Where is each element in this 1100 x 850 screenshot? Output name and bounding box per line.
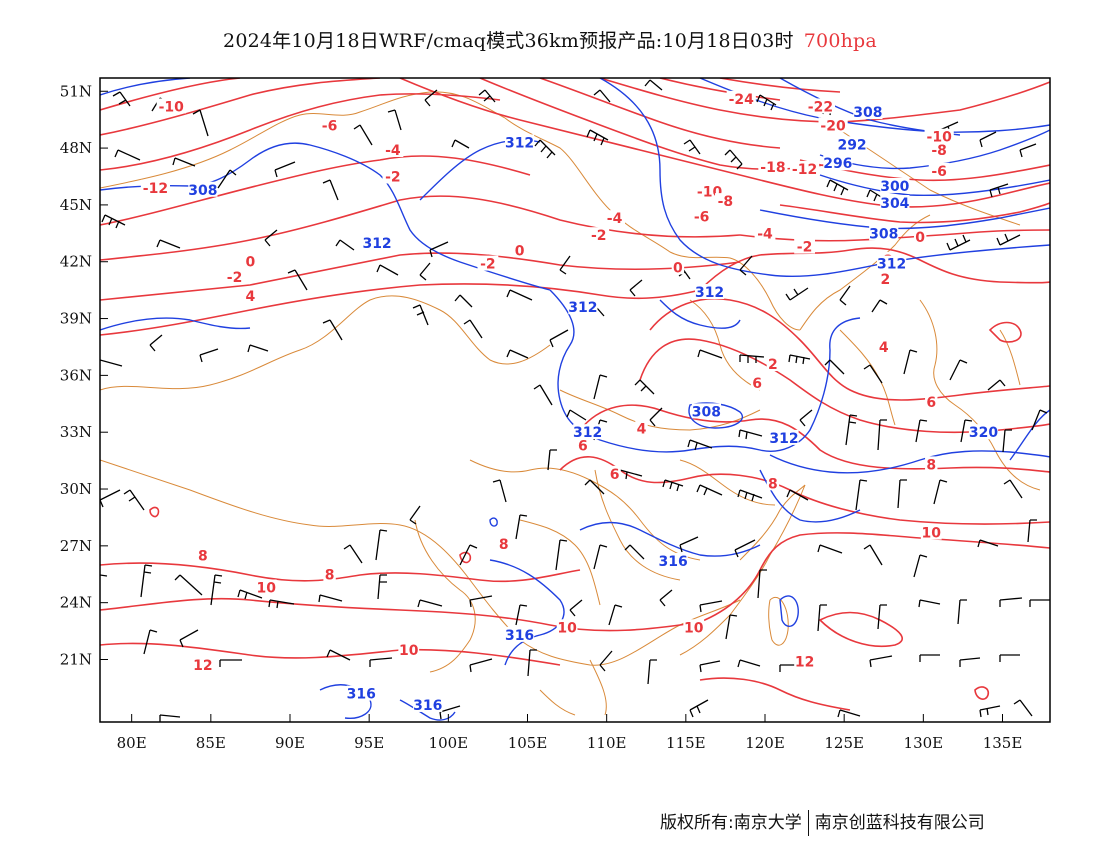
lon-tick-label: 130E (904, 734, 944, 752)
isotherm-label: -10 (159, 99, 185, 115)
lon-tick-label: 120E (745, 734, 785, 752)
lat-tick-label: 30N (60, 480, 92, 498)
height-contour-label: 300 (880, 179, 909, 195)
isotherm-label: -12 (792, 162, 817, 178)
isotherm-label: 2 (880, 272, 890, 288)
isotherm-label: -4 (757, 226, 773, 242)
lat-tick-label: 33N (60, 423, 92, 441)
isotherm-label: -6 (694, 209, 710, 225)
isotherm-label: -22 (808, 99, 833, 115)
lon-tick-label: 85E (196, 734, 226, 752)
height-contour-label: 292 (837, 137, 866, 153)
isotherm-label: -4 (385, 143, 401, 159)
map-plot-area: -10-6-4-2-120-24-20-2-4-24-22-20-10-8-6-… (96, 78, 1050, 722)
isotherm-label: 10 (399, 643, 419, 659)
height-contour-label: 312 (877, 257, 906, 273)
isotherm-label: -2 (385, 169, 401, 185)
isotherm-label: 10 (922, 526, 942, 542)
isotherm-label: -8 (931, 143, 947, 159)
copyright-owner: 版权所有:南京大学 (660, 813, 802, 833)
isotherm-label: -20 (820, 118, 846, 134)
copyright-footer: 版权所有:南京大学南京创蓝科技有限公司 (660, 808, 985, 836)
height-contour-label: 312 (769, 431, 798, 447)
isotherm-label: 10 (684, 620, 704, 636)
height-contour-label: 316 (505, 628, 534, 644)
isotherm-label: -12 (143, 181, 168, 197)
height-contour-label: 308 (853, 105, 882, 121)
copyright-company: 南京创蓝科技有限公司 (815, 813, 985, 833)
lon-tick-label: 125E (824, 734, 864, 752)
isotherm-label: -6 (322, 118, 338, 134)
height-contour-label: 312 (568, 300, 597, 316)
footer-divider (808, 810, 809, 836)
lon-tick-label: 95E (354, 734, 384, 752)
isotherm-label: 8 (325, 567, 335, 583)
lat-tick-label: 48N (60, 139, 92, 157)
height-contour-label: 308 (692, 404, 721, 420)
height-contour-label: 312 (695, 285, 724, 301)
lat-tick-label: 42N (60, 253, 92, 271)
lat-tick-label: 27N (60, 537, 92, 555)
height-contour-label: 304 (880, 196, 909, 212)
isotherm-label: 0 (515, 243, 525, 259)
isotherm-label: -8 (718, 194, 734, 210)
isotherm-label: -24 (729, 92, 755, 108)
lat-tick-label: 21N (60, 650, 92, 668)
height-contour-label: 320 (969, 425, 998, 441)
lon-tick-label: 90E (275, 734, 305, 752)
isotherm-label: 4 (637, 421, 647, 437)
isotherm-label: -4 (607, 211, 623, 227)
height-contour-label: 312 (505, 135, 534, 151)
isotherm-label: 8 (198, 548, 208, 564)
isotherm-label: 4 (246, 289, 256, 305)
height-contour-label: 296 (823, 156, 852, 172)
isotherm-label: -2 (591, 228, 607, 244)
isotherm-label: 10 (557, 620, 577, 636)
isotherm-label: 8 (768, 476, 778, 492)
isotherm-label: 8 (499, 537, 509, 553)
isotherm-label: -18 (760, 160, 785, 176)
isotherm-label: 4 (879, 340, 889, 356)
height-contour-label: 316 (413, 698, 442, 714)
isotherm-label: 10 (257, 581, 277, 597)
lon-tick-label: 80E (117, 734, 147, 752)
isotherm-label: 0 (673, 260, 683, 276)
lon-tick-label: 110E (587, 734, 627, 752)
height-contour-label: 308 (869, 226, 898, 242)
lon-tick-label: 135E (983, 734, 1023, 752)
isotherm-label: 6 (610, 467, 620, 483)
lat-tick-label: 36N (60, 366, 92, 384)
height-contour-label: 316 (347, 687, 376, 703)
isotherm-label: 12 (193, 658, 212, 674)
height-contour-label: 312 (573, 425, 602, 441)
lat-tick-label: 51N (60, 82, 92, 100)
isotherm-label: -6 (931, 164, 947, 180)
lat-tick-label: 45N (60, 196, 92, 214)
height-contour-label: 316 (659, 554, 688, 570)
lon-tick-label: 105E (508, 734, 548, 752)
isotherm-label: -2 (480, 257, 496, 273)
isotherm-label: 6 (926, 395, 936, 411)
height-contour-label: 312 (362, 236, 391, 252)
isotherm-label: -2 (797, 240, 813, 256)
isotherm-label: 8 (926, 457, 936, 473)
lat-tick-label: 24N (60, 594, 92, 612)
lon-tick-label: 100E (429, 734, 469, 752)
isotherm-label: 12 (795, 654, 814, 670)
isotherm-label: 2 (768, 357, 778, 373)
isotherm-label: 6 (752, 376, 762, 392)
isotherm-label: 0 (915, 230, 925, 246)
isotherm-label: 0 (246, 255, 256, 271)
lon-tick-label: 115E (666, 734, 706, 752)
isotherm-label: -2 (227, 270, 243, 286)
lat-tick-label: 39N (60, 310, 92, 328)
height-contour-label: 308 (188, 183, 217, 199)
longitude-axis: 80E 85E 90E 95E 100E 105E 110E 115E 120E 125E 130E… (117, 714, 1023, 752)
